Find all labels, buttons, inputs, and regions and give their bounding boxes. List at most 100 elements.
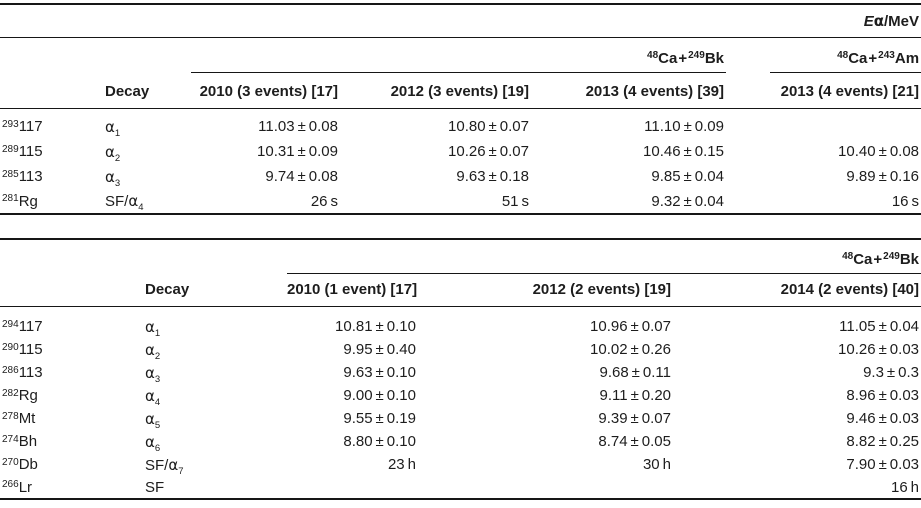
decay-cell: SF xyxy=(143,476,287,500)
value-cell: 7.90 ± 0.03 xyxy=(846,456,920,473)
alpha-symbol: α xyxy=(105,117,115,136)
column-gap xyxy=(726,72,770,109)
column-header: 2012 (2 events) [19] xyxy=(418,273,673,307)
decay-cell: SF/α4 xyxy=(103,189,191,215)
decay-prefix: SF xyxy=(145,479,165,496)
value-cell: 10.46 ± 0.15 xyxy=(643,143,724,160)
value-cell: 9.39 ± 0.07 xyxy=(598,410,671,427)
mass-superscript: 249 xyxy=(688,50,705,61)
nuclide-symbol: Rg xyxy=(18,387,38,404)
alpha-symbol: α xyxy=(105,142,115,161)
alpha-symbol: α xyxy=(873,11,885,30)
column-header: 2012 (3 events) [19] xyxy=(340,72,531,109)
column-header-row: Decay 2010 (1 event) [17] 2012 (2 events… xyxy=(0,273,921,307)
mass-superscript: 48 xyxy=(842,251,854,262)
decay-subscript: 4 xyxy=(154,396,161,408)
value-cell: 51 s xyxy=(340,189,531,215)
mass-superscript: 293 xyxy=(2,118,19,130)
decay-cell: α5 xyxy=(143,407,287,431)
value-cell: 10.26 ± 0.07 xyxy=(448,143,529,160)
isotope-cell: 290115 xyxy=(0,338,143,361)
spacer-row xyxy=(0,306,921,315)
decay-subscript: 2 xyxy=(154,350,161,362)
value-cell: 10.26 ± 0.03 xyxy=(838,341,920,358)
decay-column-header: Decay xyxy=(143,273,287,307)
decay-cell: α3 xyxy=(143,361,287,385)
nuclide-symbol: 115 xyxy=(18,341,43,358)
nuclide-symbol: 117 xyxy=(18,118,43,135)
value-cell: 8.74 ± 0.05 xyxy=(598,433,671,450)
group-header-ca-am: 48Ca+243Am xyxy=(770,37,921,73)
isotope-cell: 293117 xyxy=(0,114,103,139)
group-header-row: 48Ca+249Bk 48Ca+243Am xyxy=(0,37,921,73)
isotope-cell: 274Bh xyxy=(0,430,143,453)
value-cell: 9.00 ± 0.10 xyxy=(343,387,416,404)
column-header: 2010 (3 events) [17] xyxy=(191,72,340,109)
energy-unit-label: Eα/MeV xyxy=(0,3,921,38)
value-cell xyxy=(418,476,673,500)
mass-superscript: 249 xyxy=(883,251,900,262)
isotope-cell: 294117 xyxy=(0,315,143,338)
isotope-cell: 278Mt xyxy=(0,407,143,430)
alpha-symbol: α xyxy=(145,386,155,405)
plus-sign: + xyxy=(678,49,688,67)
value-cell: 10.80 ± 0.07 xyxy=(448,118,529,135)
isotope-cell: 266Lr xyxy=(0,476,143,500)
decay-subscript: 3 xyxy=(114,177,121,189)
nuclide-symbol: 113 xyxy=(18,168,43,185)
decay-cell: α6 xyxy=(143,430,287,454)
alpha-symbol: α xyxy=(145,432,155,451)
value-cell: 8.80 ± 0.10 xyxy=(343,433,416,450)
decay-cell: α2 xyxy=(103,139,191,164)
value-cell: 10.40 ± 0.08 xyxy=(838,143,920,160)
alpha-symbol: α xyxy=(145,409,155,428)
unit-label: /MeV xyxy=(884,12,920,30)
decay-cell: α2 xyxy=(143,338,287,362)
column-header: 2013 (4 events) [21] xyxy=(770,72,921,109)
isotope-cell: 289115 xyxy=(0,139,103,164)
alpha-symbol: α xyxy=(145,317,155,336)
alpha-symbol: α xyxy=(145,363,155,382)
value-cell: 10.02 ± 0.26 xyxy=(590,341,671,358)
nuclide-symbol: 117 xyxy=(18,318,43,335)
nuclide-symbol: 113 xyxy=(18,364,43,381)
value-cell: 10.96 ± 0.07 xyxy=(590,318,671,335)
value-cell: 11.05 ± 0.04 xyxy=(839,318,920,335)
table-row: 270Db SF/α7 23 h 30 h 7.90 ± 0.03 xyxy=(0,453,921,477)
energy-table-lower: 48Ca+249Bk Decay 2010 (1 event) [17] 201… xyxy=(0,238,921,500)
value-cell xyxy=(770,114,921,139)
isotope-cell: 281Rg xyxy=(0,189,103,215)
element-symbol: Ca xyxy=(658,49,678,67)
decay-subscript: 2 xyxy=(114,152,121,164)
mass-superscript: 278 xyxy=(2,410,19,422)
mass-superscript: 266 xyxy=(2,479,19,490)
table-row: 278Mt α5 9.55 ± 0.19 9.39 ± 0.07 9.46 ± … xyxy=(0,407,921,431)
empty-cell xyxy=(0,72,103,109)
value-cell: 9.11 ± 0.20 xyxy=(599,387,671,404)
table-row: 293117 α1 11.03 ± 0.08 10.80 ± 0.07 11.1… xyxy=(0,114,921,139)
mass-superscript: 286 xyxy=(2,364,19,376)
column-header: 2014 (2 events) [40] xyxy=(673,273,921,307)
value-cell: 10.31 ± 0.09 xyxy=(257,143,338,160)
decay-subscript: 6 xyxy=(154,442,161,454)
decay-subscript: 4 xyxy=(138,202,144,213)
decay-prefix: SF/ xyxy=(105,193,129,210)
value-cell: 11.10 ± 0.09 xyxy=(644,118,724,135)
decay-prefix: SF/ xyxy=(145,456,169,474)
alpha-symbol: α xyxy=(128,192,139,210)
nuclide-symbol: Db xyxy=(18,456,38,473)
mass-superscript: 270 xyxy=(2,456,19,468)
table-row: 274Bh α6 8.80 ± 0.10 8.74 ± 0.05 8.82 ± … xyxy=(0,430,921,454)
element-symbol: Bk xyxy=(899,250,920,268)
table-row: 266Lr SF 16 h xyxy=(0,476,921,500)
element-symbol: Ca xyxy=(853,250,873,268)
nuclide-symbol: Mt xyxy=(18,410,36,427)
value-cell: 9.68 ± 0.11 xyxy=(599,364,671,381)
element-symbol: Ca xyxy=(848,49,868,67)
plus-sign: + xyxy=(868,49,878,67)
paper-table-figure: Eα/MeV 48Ca+249Bk 48Ca+243Am Decay 2010 … xyxy=(0,3,921,500)
table-row: 285113 α3 9.74 ± 0.08 9.63 ± 0.18 9.85 ±… xyxy=(0,164,921,189)
value-cell: 8.82 ± 0.25 xyxy=(846,433,920,450)
nuclide-symbol: Bh xyxy=(18,433,38,450)
mass-superscript: 282 xyxy=(2,387,19,399)
